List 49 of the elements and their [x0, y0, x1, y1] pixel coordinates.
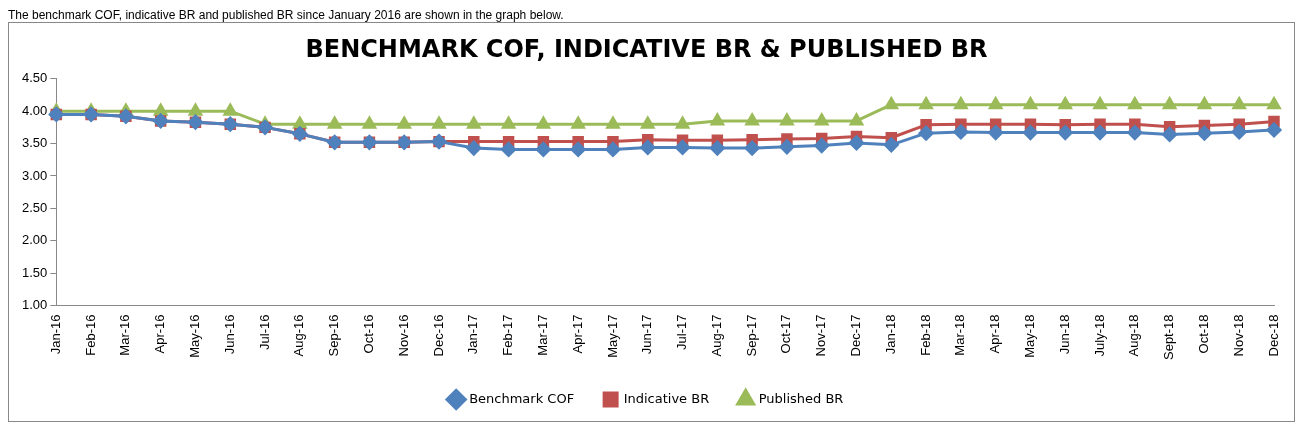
x-tick-label: Oct-18 — [1196, 314, 1211, 354]
x-tick-label: Feb-16 — [82, 314, 98, 356]
legend-label: Published BR — [758, 390, 844, 406]
text: The benchmark COF, indicative BR and published BR since January 2016 are shown in the graph below. — [8, 8, 565, 22]
x-tick-label: Aug-16 — [291, 314, 307, 357]
legend-label: Benchmark COF — [469, 390, 575, 406]
x-tick-label: Mar-16 — [117, 314, 133, 356]
y-tick-label: 2.50 — [21, 199, 48, 215]
x-tick-label: Dec-17 — [848, 314, 864, 357]
x-tick-label: July-18 — [1091, 314, 1107, 357]
x-tick-label: Jun-16 — [221, 314, 237, 355]
x-tick-label: Apr-17 — [569, 314, 585, 354]
x-tick-label: Jul-16 — [256, 314, 272, 350]
y-tick-label: 1.50 — [21, 264, 48, 280]
y-tick-label: 3.00 — [21, 167, 48, 183]
x-tick-label: Sep-16 — [326, 314, 342, 357]
x-tick-label: Feb-18 — [917, 314, 933, 356]
x-tick-label: Oct-16 — [361, 314, 376, 354]
x-tick-label: Jan-18 — [882, 314, 898, 355]
x-tick-label: Mar-17 — [534, 314, 550, 356]
chart-title: BENCHMARK COF, INDICATIVE BR & PUBLISHED BR — [305, 34, 988, 63]
x-tick-label: Nov-17 — [813, 314, 829, 357]
x-tick-label: Aug-18 — [1126, 314, 1142, 357]
y-tick-label: 4.50 — [21, 70, 48, 86]
x-tick-label: Aug-17 — [708, 314, 724, 357]
x-tick-label: May-18 — [1022, 314, 1038, 358]
x-tick-label: Jun-17 — [639, 314, 655, 355]
x-tick-label: Apr-16 — [152, 314, 168, 354]
y-tick-label: 1.00 — [21, 297, 48, 313]
x-tick-label: Jan-17 — [465, 314, 481, 355]
x-tick-label: Mar-18 — [952, 314, 968, 356]
x-tick-label: Sep-17 — [743, 314, 759, 357]
x-tick-label: Jul-17 — [674, 314, 690, 350]
y-tick-label: 2.00 — [21, 232, 48, 248]
y-tick-label: 3.50 — [21, 135, 48, 151]
x-tick-label: Dec-18 — [1265, 314, 1281, 357]
x-tick-label: Apr-18 — [987, 314, 1003, 354]
x-tick-label: Nov-16 — [395, 314, 411, 357]
legend-label: Indicative BR — [623, 390, 710, 406]
y-tick-label: 4.00 — [21, 102, 48, 118]
x-tick-label: Jun-18 — [1056, 314, 1072, 355]
x-tick-label: Jan-16 — [47, 314, 63, 355]
x-tick-label: May-16 — [187, 314, 203, 358]
x-tick-label: Oct-17 — [778, 314, 794, 354]
x-tick-label: Dec-16 — [430, 314, 446, 357]
x-tick-label: Feb-17 — [500, 314, 516, 356]
x-tick-label: May-17 — [604, 314, 620, 358]
x-tick-label: Sept-18 — [1161, 314, 1177, 361]
x-tick-label: Nov-18 — [1230, 314, 1246, 357]
